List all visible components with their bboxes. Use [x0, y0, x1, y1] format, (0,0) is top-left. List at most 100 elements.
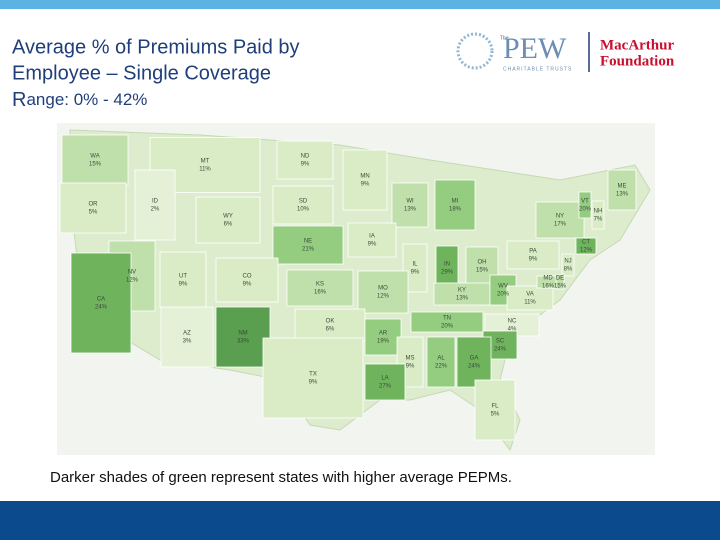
state-region — [591, 200, 605, 230]
state-value: 15% — [89, 162, 102, 168]
state-abbr: KS — [316, 282, 324, 288]
state-value: 19% — [377, 339, 390, 345]
state-abbr: MS — [406, 356, 415, 362]
state-region — [262, 337, 364, 419]
state-value: 5% — [89, 210, 98, 216]
state-value: 6% — [224, 222, 233, 228]
state-abbr: NH — [594, 209, 603, 215]
state-value: 13% — [616, 192, 629, 198]
state-region — [70, 252, 132, 354]
state-abbr: NJ — [564, 259, 571, 265]
state-region — [61, 134, 129, 186]
state-abbr: MD — [543, 276, 553, 282]
state-abbr: VT — [581, 199, 589, 205]
state-abbr: FL — [491, 404, 499, 410]
state-abbr: KY — [458, 288, 466, 294]
state-abbr: ND — [301, 154, 310, 160]
state-abbr: NE — [304, 239, 312, 245]
state-value: 9% — [368, 242, 377, 248]
state-abbr: NM — [238, 331, 247, 337]
state-value: 18% — [449, 207, 462, 213]
state-region — [357, 270, 409, 314]
state-region — [134, 169, 176, 241]
state-value: 8% — [564, 267, 573, 273]
state-value: 9% — [361, 182, 370, 188]
state-abbr: WI — [406, 199, 414, 205]
macarthur-logo: MacArthur — [600, 37, 674, 53]
state-abbr: MI — [452, 199, 459, 205]
state-value: 12% — [580, 248, 593, 254]
state-value: 9% — [179, 282, 188, 288]
state-value: 6% — [326, 327, 335, 333]
state-abbr: TN — [443, 316, 451, 322]
state-abbr: IN — [444, 262, 450, 268]
state-region — [426, 336, 456, 388]
state-abbr: ME — [618, 184, 627, 190]
state-value: 4% — [508, 327, 517, 333]
state-abbr: AZ — [183, 331, 191, 337]
state-value: 27% — [379, 384, 392, 390]
state-region — [578, 191, 592, 219]
state-value: 24% — [494, 347, 507, 353]
range-values: 0% - 42% — [74, 90, 148, 109]
state-value: 9% — [406, 364, 415, 370]
state-abbr: MO — [378, 286, 388, 292]
state-region — [160, 306, 214, 368]
state-abbr: GA — [470, 356, 479, 362]
state-region — [347, 222, 397, 258]
state-abbr: PA — [529, 249, 537, 255]
state-abbr: OH — [478, 260, 487, 266]
pew-logo: PEW — [503, 32, 567, 65]
state-value: 29% — [441, 270, 454, 276]
state-abbr: LA — [381, 376, 388, 382]
state-region — [474, 379, 516, 441]
state-abbr: MT — [201, 159, 210, 165]
state-abbr: VA — [526, 292, 534, 298]
state-value: 20% — [579, 207, 592, 213]
state-abbr: OK — [326, 319, 335, 325]
state-region — [215, 257, 279, 303]
state-abbr: IA — [369, 234, 375, 240]
state-abbr: ID — [152, 199, 159, 205]
state-value: 20% — [441, 324, 454, 330]
state-abbr: CO — [243, 274, 252, 280]
title: Average % of Premiums Paid by — [12, 36, 300, 58]
state-value: 9% — [301, 162, 310, 168]
state-region — [535, 201, 585, 239]
state-value: 20% — [497, 292, 510, 298]
state-region — [159, 251, 207, 309]
state-value: 15% — [476, 268, 489, 274]
pew-logo-mark — [456, 32, 494, 70]
state-value: 2% — [151, 207, 160, 213]
state-value: 9% — [309, 380, 318, 386]
state-abbr: AR — [379, 331, 388, 337]
state-region — [506, 285, 554, 311]
state-value: 9% — [243, 282, 252, 288]
state-value: 22% — [435, 364, 448, 370]
state-abbr: NV — [128, 270, 136, 276]
state-abbr: CA — [97, 297, 105, 303]
state-abbr: MN — [360, 174, 369, 180]
us-map: WA 15% MT 11% OR 5% ID 2% WY 6% ND 9% SD 10% MN 9% WI 13%… — [59, 129, 651, 452]
top-bar — [0, 0, 720, 9]
state-value: 3% — [183, 339, 192, 345]
state-region — [272, 225, 344, 265]
state-value: 11% — [524, 300, 536, 306]
state-value: 9% — [529, 257, 538, 263]
state-abbr: CT — [582, 240, 590, 246]
range: Range: 0% - 42% — [12, 89, 147, 111]
caption: Darker shades of green represent states … — [50, 469, 512, 486]
state-value: 13% — [456, 296, 469, 302]
state-abbr: NC — [508, 319, 517, 325]
state-abbr: WA — [90, 154, 99, 160]
state-value: 17% — [554, 222, 567, 228]
state-value: 15% — [554, 284, 567, 290]
state-value: 7% — [594, 217, 603, 223]
state-abbr: AL — [437, 356, 445, 362]
state-value: 12% — [377, 294, 390, 300]
state-region — [555, 274, 565, 290]
state-value: 33% — [237, 339, 250, 345]
state-region — [342, 149, 388, 211]
state-region — [59, 182, 127, 234]
